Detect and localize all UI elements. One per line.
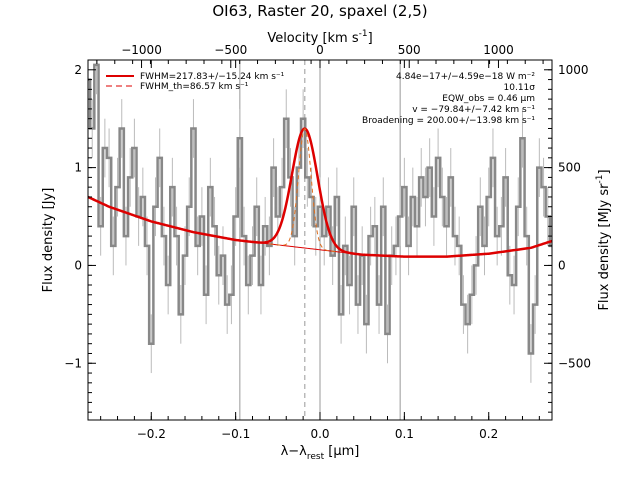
right-tick-label: 0: [558, 258, 566, 272]
annotation-eqw: EQW_obs = 0.46 μm: [442, 94, 535, 104]
plot-frame: [87, 59, 553, 421]
x-tick-label: 0.2: [479, 427, 498, 441]
x-tick-label: −0.2: [137, 427, 166, 441]
annotation-velocity: v = −79.84+/−7.42 km s⁻¹: [412, 105, 535, 115]
annotation-broadening: Broadening = 200.00+/−13.98 km s⁻¹: [362, 116, 535, 126]
gaussian-fit-line: [88, 127, 552, 258]
annotation-line-flux: 4.84e−17+/−4.59e−18 W m⁻²: [396, 72, 535, 82]
legend-label-fit: FWHM=217.83+/−15.24 km s⁻¹: [140, 72, 285, 82]
y-tick-label: −1: [64, 356, 82, 370]
x-tick-label: 0.0: [310, 427, 329, 441]
right-axis-label: Flux density [MJy sr-1]: [595, 169, 612, 310]
top-tick-label: 1000: [483, 43, 514, 57]
chart-title: OI63, Raster 20, spaxel (2,5): [212, 2, 427, 20]
y-tick-label: 2: [74, 63, 82, 77]
fit-annotations: 4.84e−17+/−4.59e−18 W m⁻² 10.11σ EQW_obs…: [362, 72, 535, 126]
x-axis-label: λ−λrest [μm]: [281, 444, 360, 462]
plot-clip-group: [88, 60, 552, 420]
x-tick-label: −0.1: [221, 427, 250, 441]
y-tick-label: 0: [74, 258, 82, 272]
top-tick-label: 500: [398, 43, 421, 57]
right-tick-label: −500: [558, 356, 591, 370]
x-tick-label: 0.1: [395, 427, 414, 441]
right-tick-label: 500: [558, 161, 581, 175]
legend-label-thermal: FWHM_th=86.57 km s⁻¹: [140, 82, 249, 92]
top-tick-label: −500: [214, 43, 247, 57]
axes: −0.2 −0.1 0.0 0.1 0.2 −1000 −500 0 500 1000 −1 0 1 2 −…: [64, 43, 591, 441]
y-tick-label: 1: [74, 161, 82, 175]
top-tick-label: 0: [316, 43, 324, 57]
top-tick-label: −1000: [121, 43, 162, 57]
legend: FWHM=217.83+/−15.24 km s⁻¹ FWHM_th=86.57…: [106, 72, 285, 92]
spectrum-line: [88, 63, 552, 355]
right-tick-label: 1000: [558, 63, 589, 77]
thermal-profile-line: [269, 128, 337, 253]
plot-area: [88, 60, 552, 420]
top-axis-label: Velocity [km s-1]: [267, 29, 372, 46]
annotation-significance: 10.11σ: [504, 83, 536, 93]
y-axis-label: Flux density [Jy]: [41, 188, 56, 293]
